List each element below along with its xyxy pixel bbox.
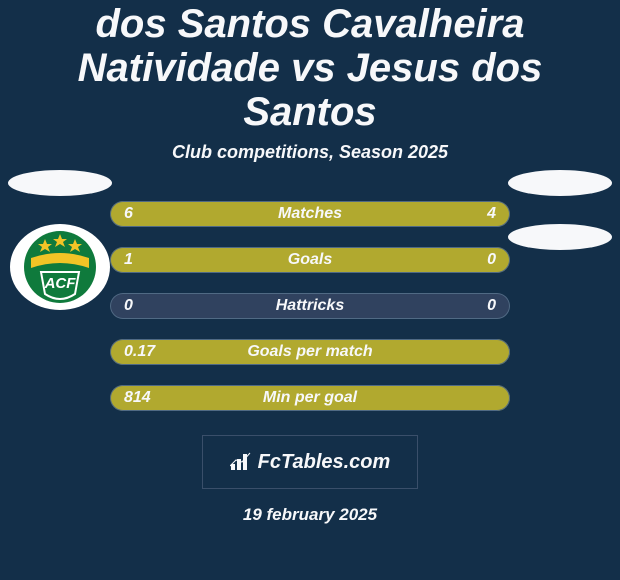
brand-text: FcTables.com <box>258 451 391 474</box>
left-team-ellipse <box>8 170 112 196</box>
stat-row: 6Matches4 <box>110 201 510 227</box>
stat-value-right: 4 <box>487 201 496 227</box>
svg-text:ACF: ACF <box>44 275 77 292</box>
bar-chart-icon <box>230 452 252 472</box>
comparison-infographic: dos Santos Cavalheira Natividade vs Jesu… <box>0 0 620 580</box>
stat-label: Goals per match <box>110 339 510 365</box>
stat-value-right: 0 <box>487 293 496 319</box>
stat-label: Matches <box>110 201 510 227</box>
stat-row: 0.17Goals per match <box>110 339 510 365</box>
stats-bars: 6Matches41Goals00Hattricks00.17Goals per… <box>110 201 510 411</box>
right-team-column <box>508 170 612 250</box>
brand-box: FcTables.com <box>202 435 418 489</box>
stat-label: Hattricks <box>110 293 510 319</box>
stat-row: 0Hattricks0 <box>110 293 510 319</box>
right-team-ellipse-2 <box>508 224 612 250</box>
right-team-ellipse-1 <box>508 170 612 196</box>
stat-row: 1Goals0 <box>110 247 510 273</box>
left-team-badge: ACF <box>10 224 110 310</box>
page-title: dos Santos Cavalheira Natividade vs Jesu… <box>0 2 620 142</box>
stat-label: Goals <box>110 247 510 273</box>
left-team-column: ACF <box>8 170 112 310</box>
stat-label: Min per goal <box>110 385 510 411</box>
team-crest-icon: ACF <box>21 228 99 306</box>
date-text: 19 february 2025 <box>0 505 620 525</box>
subtitle: Club competitions, Season 2025 <box>0 142 620 163</box>
stat-row: 814Min per goal <box>110 385 510 411</box>
stat-value-right: 0 <box>487 247 496 273</box>
